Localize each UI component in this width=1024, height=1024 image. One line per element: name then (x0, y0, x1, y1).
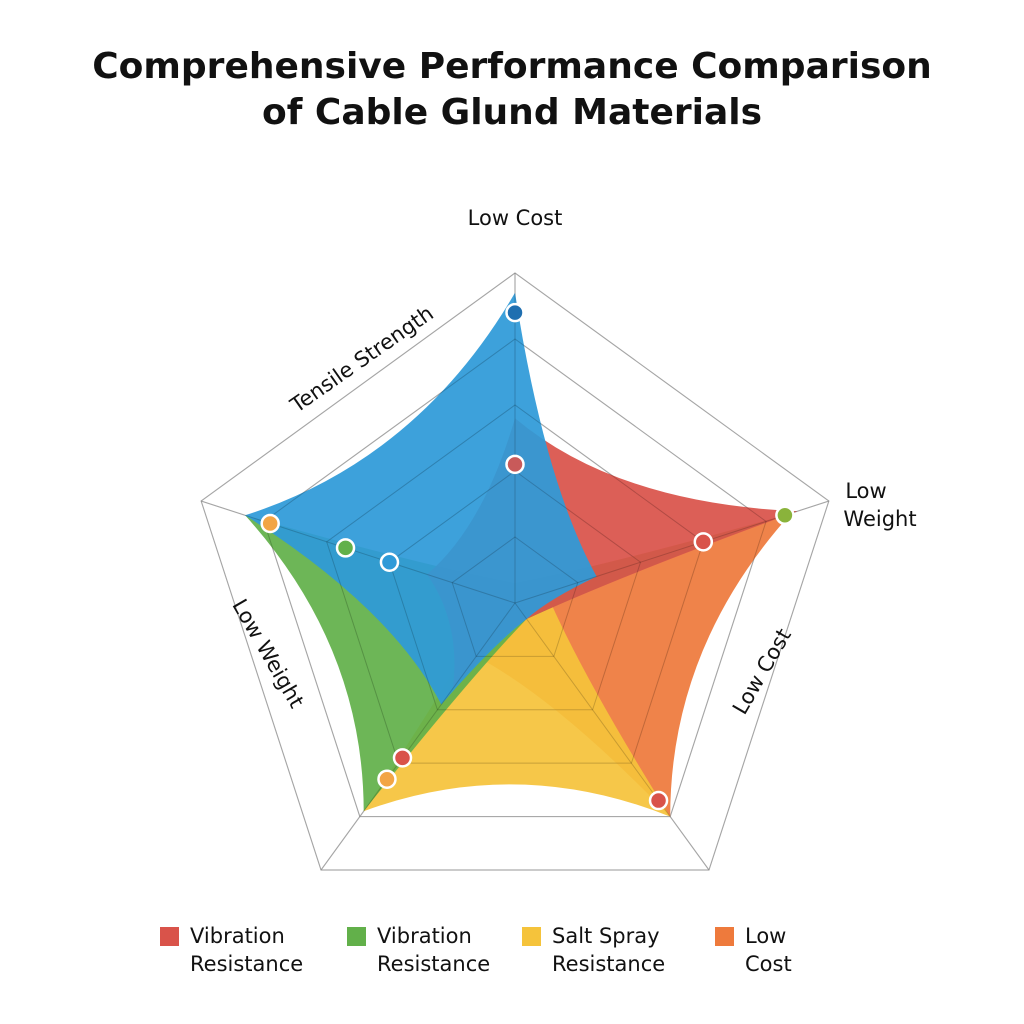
grid-ring (263, 338, 767, 818)
grid-spoke-overlay (320, 602, 516, 871)
data-point-marker (377, 769, 397, 789)
legend: Vibration Resistance Vibration Resistanc… (0, 922, 1024, 982)
grid-ring-overlay (263, 338, 767, 818)
data-point-marker (505, 302, 525, 323)
grid-ring-overlay (451, 536, 579, 657)
legend-label: Vibration Resistance (190, 924, 304, 976)
axis-label: Low Cost (728, 624, 796, 718)
grid-ring-overlay (388, 470, 642, 711)
legend-swatch (715, 927, 734, 946)
chart-title: Comprehensive Performance Comparison of … (0, 44, 1024, 136)
grid-ring-overlay (326, 404, 704, 764)
grid-spoke-overlay (514, 602, 710, 871)
data-point-marker (335, 538, 356, 558)
data-point-marker (260, 513, 280, 534)
legend-label: Vibration Resistance (377, 924, 491, 976)
legend-label: Salt Spray Resistance (552, 924, 666, 976)
axis-label: Low Weight (843, 479, 916, 531)
legend-swatch (160, 927, 179, 946)
axis-label: Low Weight (227, 595, 308, 712)
legend-label: Low Cost (745, 924, 792, 976)
chart-title-line-2: of Cable Glund Materials (261, 92, 763, 133)
legend-swatch (347, 927, 366, 946)
axis-label: Tensile Strength (285, 301, 438, 418)
series-area-1 (363, 583, 671, 817)
data-point-marker (379, 552, 400, 572)
axis-label: Low Cost (468, 206, 563, 230)
legend-swatch (522, 927, 541, 946)
data-point-marker (505, 454, 525, 475)
chart-title-line-1: Comprehensive Performance Comparison (92, 46, 932, 87)
series-area-4 (245, 292, 597, 705)
grid-spoke-overlay (200, 500, 516, 604)
grid-ring-overlay (200, 272, 830, 871)
data-point-marker (693, 532, 714, 552)
data-point-marker (648, 790, 669, 811)
data-point-marker (392, 748, 413, 768)
grid-ring (200, 272, 830, 871)
data-point-marker (775, 505, 795, 526)
